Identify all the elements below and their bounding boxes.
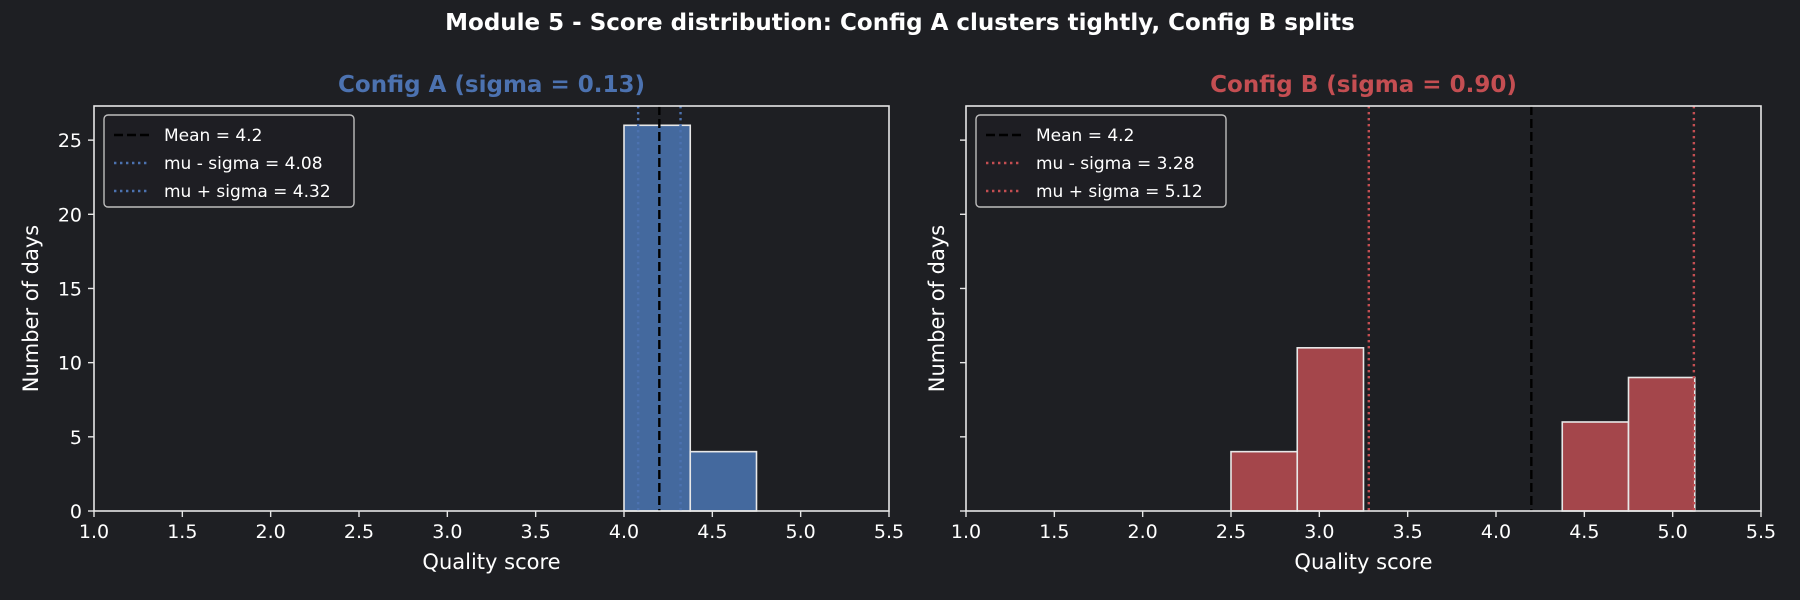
x-axis-label: Quality score bbox=[422, 550, 560, 574]
histogram-bar bbox=[1627, 376, 1696, 512]
x-tick-label: 2.5 bbox=[1216, 521, 1246, 543]
panel-config-b: Config B (sigma = 0.90) 1.0 1.5 2.0 2.5 3.0 3.… bbox=[925, 72, 1776, 574]
x-tick-label: 3.0 bbox=[432, 521, 462, 543]
x-tick-label: 2.0 bbox=[1128, 521, 1158, 543]
legend-label: mu - sigma = 3.28 bbox=[1036, 154, 1195, 174]
legend-frame bbox=[975, 114, 1227, 208]
x-tick-label: 4.5 bbox=[1569, 521, 1599, 543]
x-axis-label: Quality score bbox=[1294, 550, 1432, 574]
panel-config-a: Config A (sigma = 0.13) 1.0 1.5 2.0 2.5 3.0 3.… bbox=[19, 72, 904, 574]
histogram-bar bbox=[1296, 347, 1365, 512]
x-tick-label: 4.5 bbox=[697, 521, 727, 543]
axes-frame bbox=[93, 105, 890, 512]
x-tick-label: 1.5 bbox=[167, 521, 197, 543]
x-tick-label: 1.0 bbox=[951, 521, 981, 543]
x-tick-label: 2.0 bbox=[256, 521, 286, 543]
y-tick-label: 20 bbox=[58, 204, 82, 226]
figure-title: Module 5 - Score distribution: Config A … bbox=[445, 10, 1355, 36]
y-tick-label: 25 bbox=[58, 130, 82, 152]
histogram-bar bbox=[1230, 450, 1299, 512]
y-tick-label: 10 bbox=[58, 353, 82, 375]
legend-label: mu - sigma = 4.08 bbox=[164, 154, 323, 174]
histogram-bar bbox=[689, 450, 758, 512]
legend-label: Mean = 4.2 bbox=[164, 126, 262, 146]
x-tick-label: 1.0 bbox=[79, 521, 109, 543]
y-tick-label: 15 bbox=[58, 278, 82, 300]
legend-label: mu + sigma = 5.12 bbox=[1036, 182, 1203, 202]
y-axis-label: Number of days bbox=[925, 225, 949, 393]
legend: Mean = 4.2 mu - sigma = 3.28 mu + sigma = … bbox=[975, 114, 1227, 208]
legend-label: mu + sigma = 4.32 bbox=[164, 182, 331, 202]
subplot-title: Config A (sigma = 0.13) bbox=[338, 72, 645, 98]
axes-frame bbox=[965, 105, 1762, 512]
x-tick-label: 5.0 bbox=[786, 521, 816, 543]
y-tick-label: 5 bbox=[70, 427, 82, 449]
x-tick-label: 5.5 bbox=[874, 521, 904, 543]
subplot-title: Config B (sigma = 0.90) bbox=[1210, 72, 1517, 98]
legend-label: Mean = 4.2 bbox=[1036, 126, 1134, 146]
x-tick-label: 3.0 bbox=[1304, 521, 1334, 543]
x-tick-label: 3.5 bbox=[1393, 521, 1423, 543]
x-tick-label: 4.0 bbox=[1481, 521, 1511, 543]
legend: Mean = 4.2 mu - sigma = 4.08 mu + sigma = … bbox=[103, 114, 355, 208]
x-tick-label: 5.5 bbox=[1746, 521, 1776, 543]
y-tick-label: 0 bbox=[70, 501, 82, 523]
x-tick-label: 4.0 bbox=[609, 521, 639, 543]
x-tick-label: 2.5 bbox=[344, 521, 374, 543]
y-axis-label: Number of days bbox=[19, 225, 43, 393]
legend-frame bbox=[103, 114, 355, 208]
x-tick-label: 5.0 bbox=[1658, 521, 1688, 543]
histogram-bar bbox=[1561, 421, 1630, 512]
histogram-bar bbox=[623, 124, 692, 512]
x-tick-label: 1.5 bbox=[1039, 521, 1069, 543]
x-tick-label: 3.5 bbox=[521, 521, 551, 543]
